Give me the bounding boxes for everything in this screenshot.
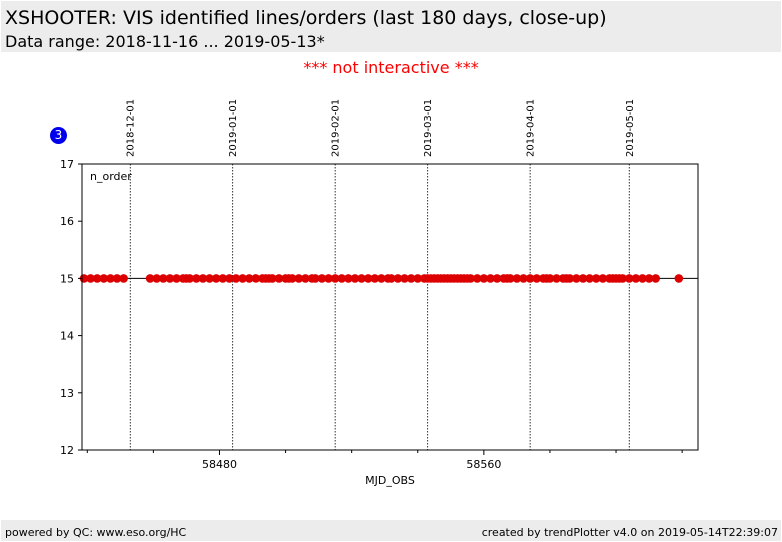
data-point bbox=[211, 274, 221, 283]
data-points bbox=[79, 274, 684, 283]
data-point bbox=[294, 274, 304, 283]
footer-bar: powered by QC: www.eso.org/HC created by… bbox=[1, 520, 781, 541]
data-point bbox=[165, 274, 175, 283]
data-point bbox=[106, 274, 115, 283]
data-point bbox=[251, 274, 261, 283]
data-point bbox=[631, 274, 641, 283]
data-point bbox=[99, 274, 109, 283]
y-tick-label: 15 bbox=[60, 272, 74, 285]
page-title: XSHOOTER: VIS identified lines/orders (l… bbox=[5, 7, 607, 29]
data-point bbox=[598, 274, 608, 283]
data-point bbox=[185, 274, 195, 283]
date-marker-label: 2019-01-01 bbox=[228, 99, 239, 157]
footer-timestamp: created by trendPlotter v4.0 on 2019-05-… bbox=[481, 526, 778, 539]
data-point bbox=[651, 274, 660, 283]
y-tick-label: 13 bbox=[60, 387, 74, 400]
data-point bbox=[145, 274, 155, 283]
data-point bbox=[274, 274, 284, 283]
data-point bbox=[268, 274, 277, 283]
data-point bbox=[479, 274, 489, 283]
data-point bbox=[158, 274, 168, 283]
y-tick-label: 12 bbox=[60, 444, 74, 457]
data-point bbox=[152, 274, 161, 283]
data-point bbox=[466, 274, 475, 283]
data-point bbox=[244, 274, 254, 283]
data-point bbox=[512, 274, 522, 283]
data-point bbox=[578, 274, 588, 283]
y-tick-label: 14 bbox=[60, 330, 74, 343]
data-point bbox=[624, 274, 634, 283]
data-point bbox=[344, 274, 353, 283]
data-point bbox=[238, 274, 247, 283]
data-point bbox=[370, 274, 380, 283]
data-point bbox=[400, 274, 409, 283]
date-marker-label: 2019-03-01 bbox=[423, 99, 434, 157]
data-point bbox=[218, 274, 228, 283]
data-point bbox=[492, 274, 502, 283]
data-range-subtitle: Data range: 2018-11-16 ... 2019-05-13* bbox=[5, 32, 325, 51]
data-point bbox=[301, 274, 310, 283]
data-point bbox=[324, 274, 333, 283]
data-point bbox=[552, 274, 561, 283]
x-axis-label: MJD_OBS bbox=[365, 474, 415, 487]
data-point bbox=[205, 274, 214, 283]
data-point bbox=[545, 274, 555, 283]
data-point bbox=[172, 274, 181, 283]
data-point bbox=[674, 274, 684, 283]
date-markers: 2018-12-01 2019-01-01 2019-02-01 2019-03-01… bbox=[126, 99, 636, 450]
data-point bbox=[311, 274, 320, 283]
data-point bbox=[330, 274, 340, 283]
data-point bbox=[406, 274, 416, 283]
data-point bbox=[393, 274, 403, 283]
data-point bbox=[287, 274, 297, 283]
data-point bbox=[413, 274, 423, 283]
data-point bbox=[350, 274, 360, 283]
plot-frame bbox=[81, 163, 699, 451]
x-tick-label: 58480 bbox=[202, 458, 237, 471]
header-bar: XSHOOTER: VIS identified lines/orders (l… bbox=[1, 1, 781, 52]
data-point bbox=[585, 274, 594, 283]
axes: 12 13 14 15 16 17 58480 58560 bbox=[60, 158, 683, 471]
data-point bbox=[472, 274, 482, 283]
panel-label: n_order bbox=[90, 170, 132, 183]
data-point bbox=[387, 274, 396, 283]
data-point bbox=[357, 274, 366, 283]
data-point bbox=[486, 274, 495, 283]
data-point bbox=[644, 274, 654, 283]
data-point bbox=[363, 274, 373, 283]
date-marker-label: 2019-02-01 bbox=[331, 99, 342, 157]
data-point bbox=[618, 274, 627, 283]
date-marker-label: 2019-04-01 bbox=[526, 99, 537, 157]
data-point bbox=[505, 274, 515, 283]
data-point bbox=[198, 274, 208, 283]
panel-number-badge: 3 bbox=[50, 127, 67, 144]
y-tick-label: 16 bbox=[60, 215, 74, 228]
data-point bbox=[86, 274, 95, 283]
data-point bbox=[525, 274, 535, 283]
data-point bbox=[638, 274, 647, 283]
not-interactive-notice: *** not interactive *** bbox=[303, 58, 479, 77]
data-point bbox=[572, 274, 581, 283]
data-point bbox=[192, 274, 201, 283]
y-tick-label: 17 bbox=[60, 158, 74, 171]
data-point bbox=[317, 274, 327, 283]
data-point bbox=[92, 274, 102, 283]
data-point bbox=[532, 274, 542, 283]
data-point bbox=[231, 274, 241, 283]
date-marker-label: 2019-05-01 bbox=[625, 99, 636, 157]
data-point bbox=[591, 274, 601, 283]
data-point bbox=[225, 274, 234, 283]
data-point bbox=[337, 274, 347, 283]
data-point bbox=[519, 274, 528, 283]
data-point bbox=[119, 274, 128, 283]
data-point bbox=[377, 274, 386, 283]
data-point bbox=[112, 274, 122, 283]
footer-credit: powered by QC: www.eso.org/HC bbox=[5, 526, 187, 539]
data-point bbox=[565, 274, 575, 283]
x-tick-label: 58560 bbox=[466, 458, 501, 471]
date-marker-label: 2018-12-01 bbox=[126, 99, 137, 157]
